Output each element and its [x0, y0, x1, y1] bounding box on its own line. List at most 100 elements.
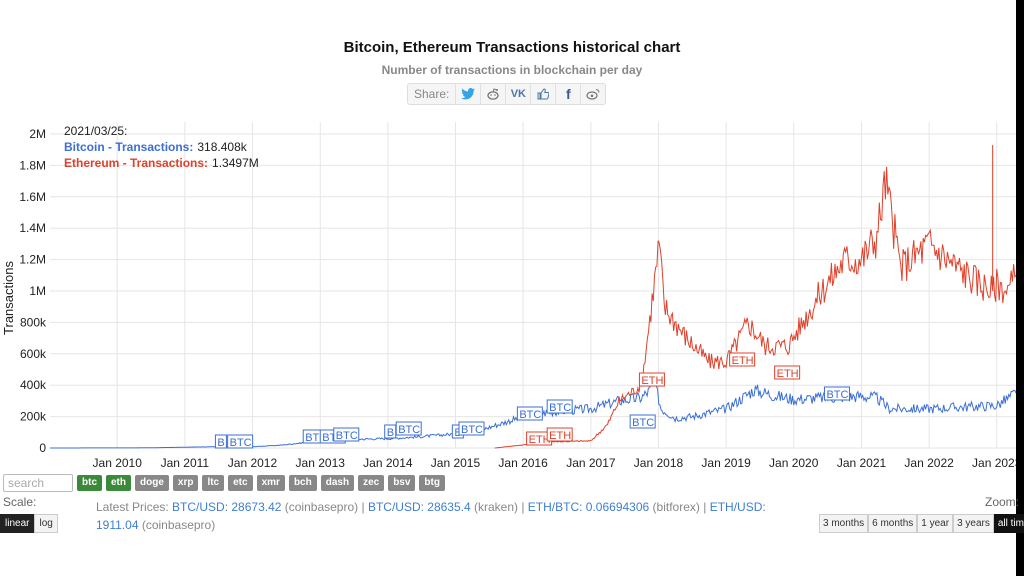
eth-flag-label: ETH	[529, 434, 551, 446]
eth-flag-label: ETH	[549, 430, 571, 442]
btc-flag: BTC	[458, 421, 485, 436]
btc-flag-box	[214, 434, 227, 449]
zoom-1-year-button[interactable]: 1 year	[917, 514, 954, 533]
x-tick-label: Jan 2010	[93, 456, 143, 470]
tooltip: 2021/03/25: Bitcoin - Transactions: 318.4…	[64, 124, 259, 170]
coin-btg-toggle[interactable]: btg	[419, 475, 445, 491]
coin-doge-toggle[interactable]: doge	[135, 475, 169, 491]
window-edge	[1016, 0, 1024, 576]
ethereum-series-line	[494, 166, 1016, 449]
tooltip-btc: Bitcoin - Transactions: 318.408k	[64, 140, 248, 154]
tooltip-eth-value: 1.3497M	[212, 156, 259, 170]
y-tick-label: 1.8M	[19, 158, 46, 172]
coin-ltc-toggle[interactable]: ltc	[202, 475, 225, 491]
btc-flag-label: BTC	[826, 389, 848, 401]
zoom-label: Zoom:	[985, 495, 1020, 509]
tooltip-btc-value: 318.408k	[197, 140, 247, 154]
share-label: Share:	[414, 87, 450, 101]
btc-flag: B	[384, 424, 397, 439]
chart-series	[50, 144, 1016, 449]
x-tick-label: Jan 2016	[498, 456, 548, 470]
btc-flag-box	[333, 427, 360, 442]
coin-eth-toggle[interactable]: eth	[106, 475, 131, 491]
eth-flag-box	[729, 352, 756, 367]
x-tick-label: Jan 2012	[228, 456, 278, 470]
coin-bch-toggle[interactable]: bch	[288, 475, 317, 491]
chart-grid	[50, 122, 1016, 449]
coin-etc-toggle[interactable]: etc	[228, 475, 253, 491]
price-link[interactable]: BTC/USD: 28673.42	[172, 500, 282, 514]
twitter-icon[interactable]	[455, 84, 480, 104]
price-link[interactable]: ETH/BTC: 0.06694306	[527, 500, 650, 514]
price-link[interactable]: ETH/USD: 1911.04	[96, 500, 766, 532]
coin-btc-toggle[interactable]: btc	[77, 475, 102, 491]
y-tick-label: 1.4M	[19, 221, 46, 235]
share-bar: Share: VK f	[407, 83, 607, 105]
weibo-icon[interactable]	[580, 84, 605, 104]
tooltip-eth: Ethereum - Transactions: 1.3497M	[64, 156, 259, 170]
coin-xrp-toggle[interactable]: xrp	[172, 475, 199, 491]
x-tick-label: Jan 2015	[431, 456, 481, 470]
x-axis-ticks: Jan 2010 Jan 2011 Jan 2012 Jan 2013 Jan 2014…	[93, 456, 1016, 470]
btc-flag: BTC	[333, 427, 360, 442]
x-tick-label: Jan 2022	[904, 456, 954, 470]
x-tick-label: Jan 2019	[701, 456, 751, 470]
eth-flag-label: ETH	[732, 355, 754, 367]
scale-log-button[interactable]: log	[34, 514, 58, 533]
btc-flag-label: BTC	[230, 437, 252, 449]
btc-flag-label: BTC	[632, 417, 654, 429]
zoom-3-years-button[interactable]: 3 years	[953, 514, 994, 533]
chart-title: Bitcoin, Ethereum Transactions historica…	[343, 39, 681, 56]
search-input[interactable]: search	[3, 474, 73, 492]
btc-flag-box	[395, 421, 422, 436]
btc-flag: BTC	[516, 406, 543, 421]
btc-flag-box	[227, 434, 254, 449]
prices-intro: Latest Prices:	[96, 500, 173, 514]
eth-flag-label: ETH	[777, 368, 799, 380]
price-link[interactable]: BTC/USD: 28635.4	[367, 500, 471, 514]
btc-flag-label: BTC	[549, 402, 571, 414]
btc-flag-label: B	[454, 427, 461, 439]
vk-icon[interactable]: VK	[505, 84, 530, 104]
x-tick-label: Jan 2020	[769, 456, 819, 470]
transactions-chart[interactable]: 0 200k 400k 600k 800k 1M 1.2M 1.4M 1.6M 1.8M 2M Ja…	[0, 110, 1016, 475]
btc-flag: BTC	[823, 386, 850, 401]
y-tick-label: 1.2M	[19, 253, 46, 267]
coin-selector: search btc eth doge xrp ltc etc xmr bch …	[3, 474, 445, 492]
reddit-icon[interactable]	[480, 84, 505, 104]
btc-flag-label: B	[217, 437, 224, 449]
x-tick-label: Jan 2021	[837, 456, 887, 470]
eth-flag: ETH	[526, 431, 553, 446]
zoom-6-months-button[interactable]: 6 months	[868, 514, 918, 533]
facebook-icon[interactable]: f	[555, 84, 580, 104]
price-source: (bitforex)	[649, 500, 700, 514]
eth-flag: ETH	[638, 372, 665, 387]
eth-flag-box	[546, 427, 573, 442]
btc-flag-box	[546, 399, 573, 414]
latest-prices: Latest Prices: BTC/USD: 28673.42 (coinba…	[96, 500, 766, 532]
y-tick-label: 0	[39, 441, 46, 455]
y-tick-label: 1M	[29, 284, 46, 298]
eth-flag: ETH	[729, 352, 756, 367]
tooltip-date: 2021/03/25:	[64, 124, 127, 138]
like-icon[interactable]	[530, 84, 555, 104]
x-tick-label: Jan 2023	[972, 456, 1016, 470]
y-tick-label: 800k	[20, 315, 47, 329]
btc-flag-box	[823, 386, 850, 401]
coin-bsv-toggle[interactable]: bsv	[388, 475, 416, 491]
coin-xmr-toggle[interactable]: xmr	[256, 475, 285, 491]
coin-dash-toggle[interactable]: dash	[320, 475, 355, 491]
btc-flag-label: BTC	[398, 424, 420, 436]
eth-flag: ETH	[546, 427, 573, 442]
zoom-all-time-button[interactable]: all time	[993, 514, 1024, 533]
zoom-3-months-button[interactable]: 3 months	[819, 514, 869, 533]
y-tick-label: 200k	[20, 410, 47, 424]
price-source: (kraken)	[470, 500, 518, 514]
coin-zec-toggle[interactable]: zec	[358, 475, 385, 491]
btc-flag: BTC	[227, 434, 254, 449]
eth-flag-box	[774, 365, 801, 380]
price-source: (coinbasepro)	[138, 518, 216, 532]
scale-linear-button[interactable]: linear	[0, 514, 35, 533]
x-tick-label: Jan 2013	[296, 456, 346, 470]
